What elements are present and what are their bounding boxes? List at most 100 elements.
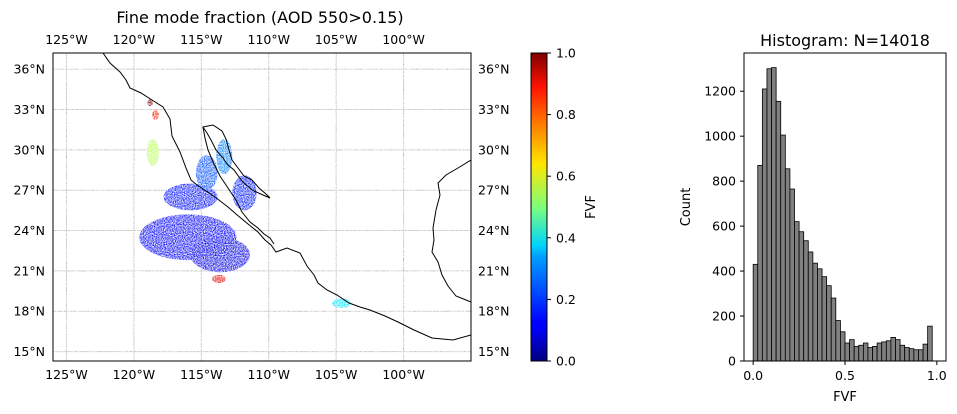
colorbar-tick-label: 0.0: [556, 354, 576, 369]
lat-tick-left: 15°N: [13, 344, 45, 359]
histogram-xtick-label: 0.5: [835, 368, 855, 383]
histogram-bar: [757, 165, 763, 362]
colorbar: [530, 52, 548, 362]
histogram-bar: [780, 134, 786, 362]
lat-tick-left: 18°N: [13, 304, 45, 319]
lon-tick-bottom: 100°W: [382, 367, 424, 382]
lon-tick-top: 125°W: [45, 32, 87, 47]
lat-tick-left: 30°N: [13, 142, 45, 157]
histogram-bar: [918, 349, 924, 362]
lat-tick-left: 21°N: [13, 263, 45, 278]
lon-tick-top: 105°W: [315, 32, 357, 47]
histogram-bar: [794, 221, 800, 362]
colorbar-tick-label: 1.0: [556, 46, 576, 61]
histogram-bar: [844, 342, 850, 362]
map-tick-labels: 125°W 125°W 120°W 120°W 115°W 115°W 110°W 110°W…: [13, 32, 509, 382]
histogram-bar: [885, 340, 892, 362]
lat-tick-right: 21°N: [478, 263, 510, 278]
histogram-bar: [817, 268, 823, 362]
map-speckle-texture: [53, 53, 471, 361]
histogram-bar: [849, 339, 855, 362]
histogram-bar: [752, 263, 759, 362]
histogram-ytick-label: 800: [712, 174, 736, 189]
histogram-bar: [867, 347, 873, 362]
histogram-bar: [927, 325, 933, 362]
histogram-bars: [752, 67, 933, 362]
lon-tick-top: 120°W: [113, 32, 155, 47]
colorbar-tick-label: 0.6: [556, 169, 576, 184]
histogram-xtick-label: 1.0: [927, 368, 947, 383]
histogram-xtick-label: 0.0: [743, 368, 763, 383]
histogram-bar: [826, 285, 832, 362]
histogram-title: Histogram: N=14018: [760, 31, 930, 50]
histogram-ticks: 0.0 0.5 1.0 0 200 400 600 800 1000 1200: [704, 84, 947, 383]
east-coastline: [431, 159, 471, 303]
gulf-inner-coast: [202, 126, 275, 245]
histogram-ytick-label: 1200: [704, 84, 736, 99]
lon-tick-top: 110°W: [248, 32, 290, 47]
histogram-bar: [872, 345, 878, 362]
histogram-bar: [830, 297, 837, 362]
histogram-bar: [881, 341, 887, 362]
baja-peninsula-coast: [202, 124, 271, 199]
histogram-bar: [876, 342, 883, 362]
map-frame: [52, 52, 472, 362]
lon-tick-top: 115°W: [180, 32, 222, 47]
histogram-bar: [895, 339, 901, 362]
map-title: Fine mode fraction (AOD 550>0.15): [116, 8, 403, 27]
colorbar-label: FVF: [584, 195, 599, 219]
fvf-regions: [53, 53, 471, 361]
lat-tick-right: 27°N: [478, 183, 510, 198]
lat-tick-right: 33°N: [478, 102, 510, 117]
histogram-bar: [784, 168, 791, 362]
lat-tick-right: 30°N: [478, 142, 510, 157]
lat-tick-left: 36°N: [13, 62, 45, 77]
histogram-bar: [771, 67, 777, 362]
histogram-ytick-label: 200: [712, 309, 736, 324]
histogram-bar: [766, 68, 772, 362]
histogram-bar: [789, 188, 795, 362]
histogram-ytick-label: 1000: [704, 129, 736, 144]
histogram-bar: [835, 320, 841, 362]
lat-tick-left: 24°N: [13, 223, 45, 238]
histogram-bar: [775, 100, 782, 362]
lon-tick-top: 100°W: [382, 32, 424, 47]
histogram-bar: [899, 344, 906, 362]
colorbar-ticks: 0.0 0.2 0.4 0.6 0.8 1.0: [547, 46, 576, 369]
histogram-bar: [890, 336, 896, 362]
histogram-bar: [858, 344, 864, 362]
histogram-bar: [922, 343, 929, 362]
lon-tick-bottom: 125°W: [45, 367, 87, 382]
histogram-bar: [821, 276, 828, 362]
lon-tick-bottom: 120°W: [113, 367, 155, 382]
histogram-bar: [761, 88, 768, 362]
lat-tick-left: 27°N: [13, 183, 45, 198]
colorbar-tick-label: 0.4: [556, 230, 576, 245]
histogram-ytick-label: 600: [712, 219, 736, 234]
lat-tick-right: 36°N: [478, 62, 510, 77]
colorbar-tick-label: 0.8: [556, 107, 576, 122]
histogram-bar: [803, 240, 809, 362]
coastline: [102, 53, 471, 341]
lon-tick-bottom: 115°W: [180, 367, 222, 382]
lon-tick-bottom: 105°W: [315, 367, 357, 382]
lat-tick-left: 33°N: [13, 102, 45, 117]
histogram-bar: [798, 231, 805, 362]
histogram-ytick-label: 400: [712, 264, 736, 279]
histogram-bar: [904, 347, 910, 362]
map-data-layer: [53, 53, 471, 361]
histogram-bar: [853, 345, 860, 362]
histogram-bar: [807, 251, 814, 362]
histogram-bar: [913, 349, 919, 362]
histogram-xlabel: FVF: [833, 390, 857, 405]
lat-tick-right: 24°N: [478, 223, 510, 238]
histogram-bar: [812, 262, 818, 362]
lat-tick-right: 18°N: [478, 304, 510, 319]
colorbar-tick-label: 0.2: [556, 292, 576, 307]
histogram-bar: [840, 331, 846, 362]
lon-tick-bottom: 110°W: [248, 367, 290, 382]
histogram-ytick-label: 0: [728, 354, 736, 369]
histogram-bar: [908, 348, 915, 362]
histogram-bar: [862, 342, 869, 362]
